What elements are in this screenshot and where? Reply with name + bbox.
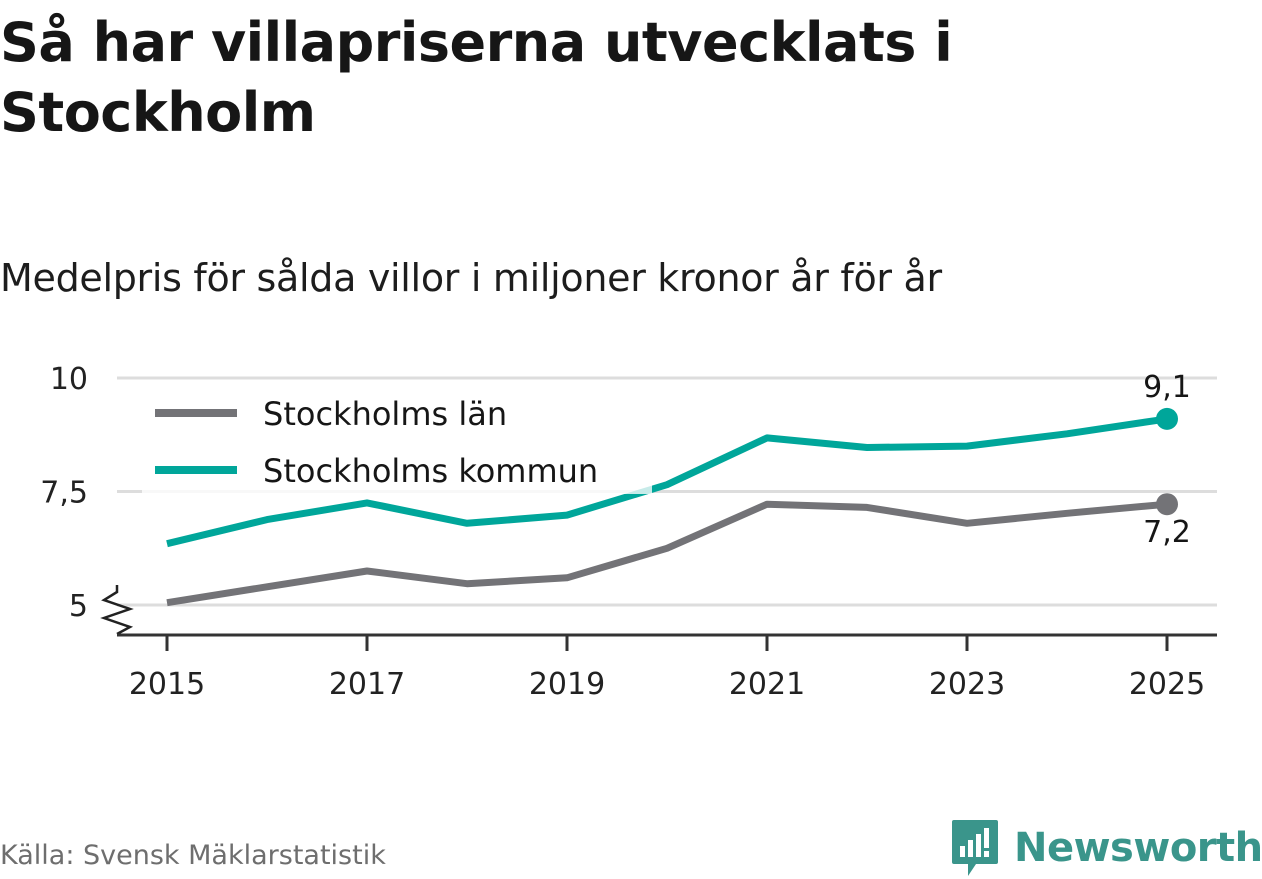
axes: 5 7,5 10 2015 2017 2019 2021 2023 2025: [40, 362, 1217, 702]
end-label-kommun: 9,1: [1143, 370, 1191, 405]
y-tick-label: 10: [50, 362, 88, 397]
data-point: [1156, 407, 1178, 430]
x-tick-label: 2017: [329, 667, 405, 702]
data-point: [1156, 493, 1178, 516]
end-label-lan: 7,2: [1143, 515, 1191, 550]
brand-name: Newsworthy: [1014, 825, 1262, 871]
x-tick-label: 2019: [529, 667, 605, 702]
source-note: Källa: Svensk Mäklarstatistik: [0, 840, 386, 871]
brand-logo[interactable]: Newsworthy: [950, 818, 1262, 878]
legend-background: [142, 384, 652, 494]
chart-title: Så har villapriserna utvecklats i Stockh…: [0, 11, 953, 144]
series-lines: [166, 407, 1178, 607]
y-tick-label: 7,5: [40, 476, 88, 511]
legend: Stockholms län Stockholms kommun: [142, 384, 652, 494]
x-tick-label: 2021: [729, 667, 805, 702]
newsworthy-logo-icon: [952, 820, 998, 876]
end-labels: 9,1 7,2: [1143, 370, 1191, 550]
y-tick-label: 5: [69, 589, 88, 624]
legend-label: Stockholms kommun: [263, 452, 598, 490]
series-line-stockholms-kommun: [166, 415, 1168, 548]
x-tick-label: 2015: [129, 667, 205, 702]
x-tick-label: 2023: [929, 667, 1005, 702]
axis-break-icon: [100, 585, 134, 636]
series-line-stockholms-lan: [166, 500, 1168, 607]
legend-label: Stockholms län: [263, 395, 507, 433]
x-tick-label: 2025: [1129, 667, 1205, 702]
chart-subtitle: Medelpris för sålda villor i miljoner kr…: [0, 256, 942, 300]
